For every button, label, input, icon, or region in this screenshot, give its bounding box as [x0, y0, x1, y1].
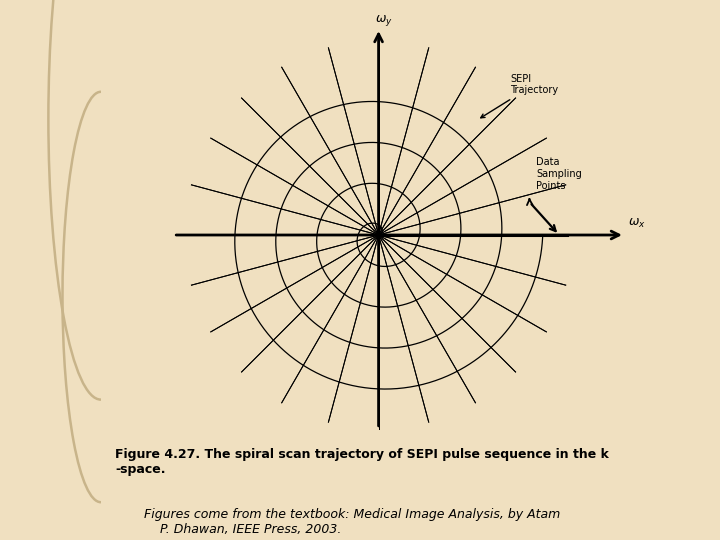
Text: SEPI
Trajectory: SEPI Trajectory [481, 74, 558, 118]
Text: $\omega_x$: $\omega_x$ [628, 217, 646, 230]
Text: Data
Sampling
Points: Data Sampling Points [536, 158, 582, 191]
Text: $\omega_y$: $\omega_y$ [374, 13, 392, 28]
Text: Figures come from the textbook: Medical Image Analysis, by Atam
    P. Dhawan, I: Figures come from the textbook: Medical … [144, 508, 560, 536]
Text: Figure 4.27. The spiral scan trajectory of SEPI pulse sequence in the k
-space.: Figure 4.27. The spiral scan trajectory … [115, 448, 609, 476]
